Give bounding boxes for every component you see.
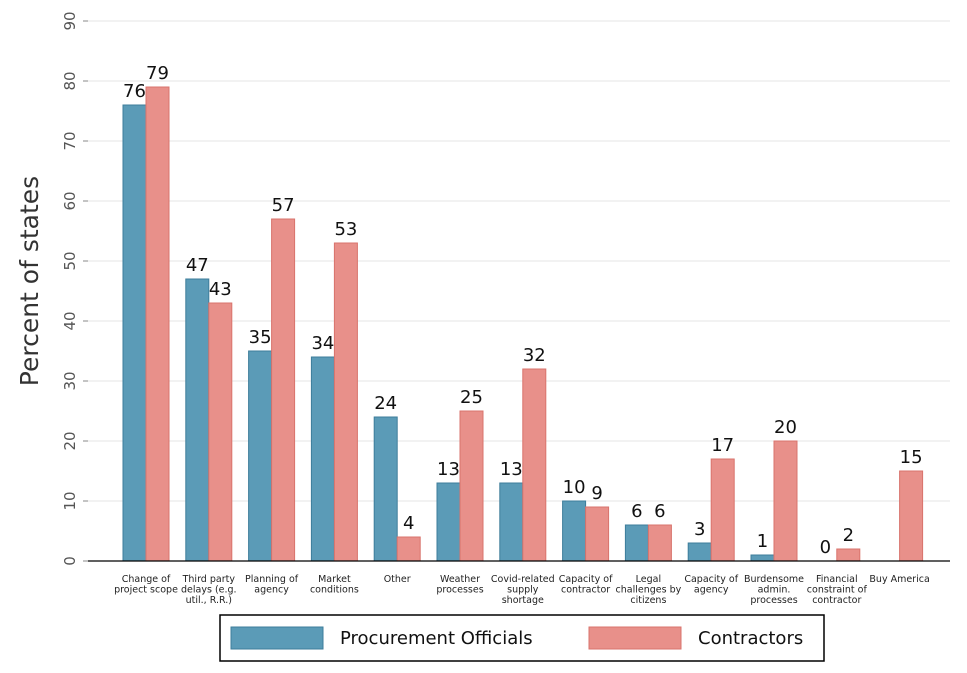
bar [396,536,421,562]
y-axis-label: Percent of states [15,176,44,386]
y-tick-label: 10 [61,491,79,510]
data-label: 10 [563,477,586,498]
y-tick-label: 70 [61,131,79,150]
bars [122,86,924,562]
x-category-label: Legal challenges by citizens [616,574,682,606]
x-category-label: Third party delays (e.g. util., R.R.) [181,574,237,606]
y-tick-label: 20 [61,431,79,450]
data-label: 25 [460,387,483,408]
x-category-label: Weather processes [436,574,483,596]
bar [310,356,335,562]
data-label: 15 [900,447,923,468]
data-label: 43 [209,279,232,300]
data-label: 2 [843,525,854,546]
x-category-label: Planning of agency [245,574,299,596]
bar [185,278,210,562]
x-category-label: Change of project scope [114,574,178,596]
bar [624,524,649,562]
bar [585,506,610,562]
bar [436,482,461,562]
y-axis-ticks: 0 10 20 30 40 50 60 70 80 90 [61,11,88,566]
y-tick-label: 30 [61,371,79,390]
data-label: 1 [757,531,768,552]
y-tick-label: 50 [61,251,79,270]
data-label: 76 [123,81,146,102]
data-label: 20 [774,417,797,438]
bar [750,554,775,562]
y-tick-label: 40 [61,311,79,330]
x-category-label: Capacity of agency [684,574,738,596]
data-label: 6 [654,501,665,522]
data-label: 13 [437,459,460,480]
bar [562,500,587,562]
data-label: 53 [334,219,357,240]
x-category-label: Other [384,574,411,585]
bar [145,86,170,562]
bar [271,218,296,562]
x-category-label: Buy America [869,574,929,585]
bar [836,548,861,562]
bar [647,524,672,562]
bar [499,482,524,562]
legend-swatch-contractors [588,626,682,650]
data-label: 32 [523,345,546,366]
bar [459,410,484,562]
bar [122,104,147,562]
bar [333,242,358,562]
y-tick-label: 0 [61,556,79,566]
data-label: 4 [403,513,414,534]
legend-swatch-procurement-officials [230,626,324,650]
data-label: 6 [631,501,642,522]
data-label: 3 [694,519,705,540]
data-label: 9 [591,483,602,504]
bar [899,470,924,562]
y-tick-label: 90 [61,11,79,30]
data-label: 57 [272,195,295,216]
legend-label-contractors: Contractors [698,628,803,649]
data-label: 34 [311,333,334,354]
data-label: 24 [374,393,397,414]
bar [522,368,547,562]
legend-label-procurement-officials: Procurement Officials [340,628,533,649]
bar [248,350,273,562]
data-label: 13 [500,459,523,480]
data-label: 79 [146,63,169,84]
legend: Procurement Officials Contractors [219,614,825,662]
x-category-label: Capacity of contractor [559,574,613,596]
data-label: 35 [249,327,272,348]
data-label: 0 [820,537,831,558]
bar [373,416,398,562]
x-category-label: Market conditions [310,574,359,596]
data-label: 47 [186,255,209,276]
x-category-label: Covid-related supply shortage [491,574,555,606]
bar [208,302,233,562]
bar [710,458,735,562]
data-label: 17 [711,435,734,456]
y-tick-label: 60 [61,191,79,210]
bar [773,440,798,562]
x-category-label: Financial constraint of contractor [807,574,868,606]
bar [687,542,712,562]
x-category-label: Burdensome admin. processes [744,574,804,606]
y-tick-label: 80 [61,71,79,90]
